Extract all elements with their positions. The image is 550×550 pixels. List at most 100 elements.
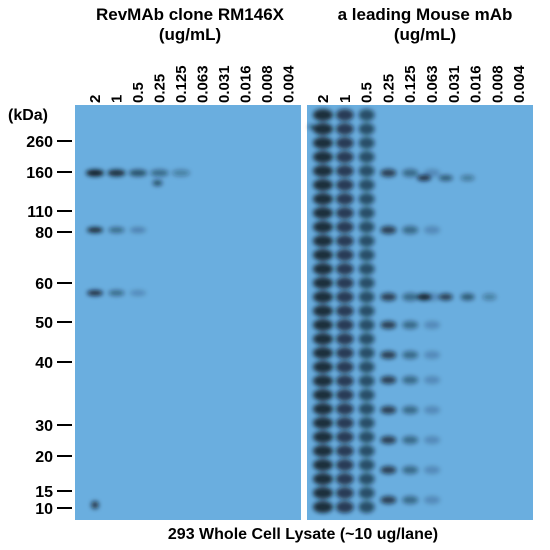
band — [335, 235, 354, 247]
lane-label: 0.063 — [195, 65, 212, 103]
band — [335, 403, 354, 415]
lane-label: 0.5 — [359, 82, 376, 103]
lane-label: 0.008 — [489, 65, 506, 103]
band — [130, 290, 146, 296]
band — [335, 137, 354, 149]
band — [358, 165, 375, 177]
band — [335, 151, 354, 163]
panel-unit: (ug/mL) — [394, 25, 456, 44]
panel-title: a leading Mouse mAb — [338, 5, 513, 24]
marker-label: 160 — [26, 165, 53, 182]
marker-label: 260 — [26, 134, 53, 151]
band — [358, 501, 375, 513]
band — [358, 459, 375, 471]
band — [129, 169, 147, 177]
band — [335, 375, 354, 387]
band — [335, 333, 354, 345]
band — [380, 436, 397, 444]
band — [424, 466, 440, 474]
band — [380, 351, 397, 359]
panel-title: RevMAb clone RM146X — [96, 5, 285, 24]
band — [86, 169, 104, 177]
band — [380, 293, 397, 301]
band — [313, 459, 333, 471]
band — [424, 496, 440, 504]
band — [358, 319, 375, 331]
band — [313, 291, 333, 303]
lane-label: 0.004 — [511, 65, 528, 103]
band — [313, 221, 333, 233]
band — [358, 193, 375, 205]
band — [313, 361, 333, 373]
lane-label: 1 — [109, 95, 126, 103]
band — [313, 487, 333, 499]
band — [424, 321, 440, 329]
band — [358, 235, 375, 247]
band — [150, 169, 169, 177]
lane-label: 0.125 — [173, 65, 190, 103]
marker-label: 10 — [35, 501, 53, 518]
band — [313, 375, 333, 387]
band — [91, 501, 99, 509]
band — [313, 207, 333, 219]
band — [380, 406, 397, 414]
band — [313, 277, 333, 289]
lane-label: 0.008 — [259, 65, 276, 103]
band — [335, 221, 354, 233]
band — [313, 333, 333, 345]
lane-label: 0.25 — [152, 74, 169, 103]
band — [313, 417, 333, 429]
band — [313, 263, 333, 275]
band — [107, 169, 126, 177]
lane-label: 0.125 — [402, 65, 419, 103]
band — [358, 487, 375, 499]
lane-label: 1 — [337, 95, 354, 103]
band — [358, 179, 375, 191]
band — [87, 290, 103, 296]
band — [460, 175, 475, 181]
band — [335, 487, 354, 499]
band — [313, 165, 333, 177]
band — [358, 221, 375, 233]
band — [460, 293, 475, 301]
bands — [86, 109, 497, 513]
band — [402, 226, 419, 234]
band — [424, 169, 440, 177]
marker-label: 60 — [35, 276, 53, 293]
lane-label: 2 — [87, 95, 104, 103]
band — [313, 123, 333, 135]
band — [335, 249, 354, 261]
band — [358, 277, 375, 289]
marker-label: 110 — [27, 204, 53, 221]
band — [313, 235, 333, 247]
lane-label: 0.5 — [130, 82, 147, 103]
band — [108, 290, 125, 296]
band — [358, 123, 375, 135]
band — [313, 473, 333, 485]
band — [402, 351, 419, 359]
band — [358, 305, 375, 317]
band — [335, 123, 354, 135]
band — [358, 263, 375, 275]
band — [417, 293, 431, 301]
band — [313, 193, 333, 205]
band — [358, 403, 375, 415]
band — [87, 227, 103, 233]
band — [335, 347, 354, 359]
band — [313, 389, 333, 401]
band — [335, 305, 354, 317]
band — [358, 291, 375, 303]
band — [358, 207, 375, 219]
band — [424, 376, 440, 384]
marker-label: 80 — [35, 225, 53, 242]
band — [358, 445, 375, 457]
band — [313, 179, 333, 191]
band — [402, 496, 419, 504]
lane-label: 0.031 — [216, 65, 233, 103]
band — [313, 501, 333, 513]
band — [380, 169, 397, 177]
marker-label: 30 — [35, 418, 53, 435]
band — [438, 175, 453, 181]
band — [313, 137, 333, 149]
